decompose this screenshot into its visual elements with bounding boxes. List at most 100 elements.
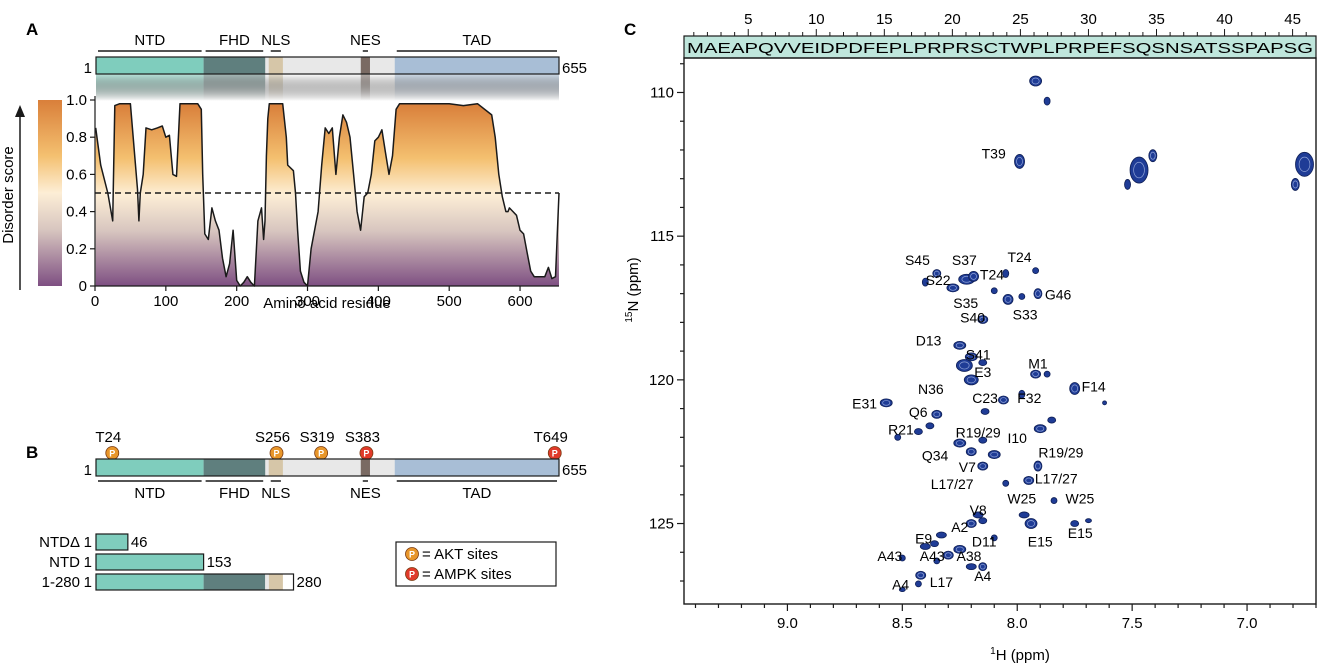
peak-contour-outer <box>963 374 979 386</box>
hsqc-peak <box>1029 75 1043 87</box>
seq-tick-label: 15 <box>876 11 893 28</box>
x-axis-label-c: 1H (ppm) <box>990 646 1050 664</box>
hsqc-peak <box>953 545 967 554</box>
peak-contour-inner <box>1150 151 1156 160</box>
hsqc-peak <box>1018 511 1030 519</box>
peak-contour-outer <box>1148 149 1158 163</box>
phospho-site-p: P <box>552 449 558 459</box>
peak-label: R19/29 <box>1038 444 1083 460</box>
peak-contour-outer <box>990 534 998 542</box>
protein-start-label-b: 1 <box>84 462 92 479</box>
svg-text:15N (ppm): 15N (ppm) <box>624 257 642 322</box>
domain-block-nes <box>360 57 370 74</box>
hsqc-peak <box>1033 424 1047 434</box>
hsqc-peak <box>977 461 989 471</box>
peak-contour-outer <box>1018 511 1030 519</box>
hsqc-peak <box>1030 369 1042 379</box>
hsqc-peak <box>972 511 984 519</box>
peak-contour-inner <box>955 546 964 553</box>
y-axis-label-a: Disorder score <box>0 146 17 244</box>
peak-contour-inner <box>948 285 957 291</box>
peak-contour-inner <box>1071 384 1079 393</box>
domain-label-b-ntd: NTD <box>134 485 165 502</box>
hsqc-peak <box>965 447 977 457</box>
peak-contour-outer <box>919 543 931 550</box>
x-tick-label-c: 8.5 <box>892 615 913 632</box>
sequence-ticks: 5 10 15 20 25 30 35 40 45 <box>693 11 1307 36</box>
domain-label-b-tad: TAD <box>462 485 491 502</box>
colorbar-arrowhead <box>15 105 25 117</box>
peak-contour-inner <box>979 463 987 469</box>
peak-label: N36 <box>918 381 944 397</box>
peak-label: G46 <box>1045 286 1072 302</box>
peak-contour-inner <box>1036 425 1045 432</box>
peak-label: V7 <box>959 459 976 475</box>
peak-contour-inner <box>1031 77 1040 85</box>
hsqc-peak <box>1085 518 1092 524</box>
peak-label: R19/29 <box>956 424 1001 440</box>
peak-contour-outer <box>977 461 989 471</box>
x-tick-label-a: 100 <box>153 293 178 310</box>
peak-label: A4 <box>892 577 909 593</box>
peak-contour-outer <box>1124 179 1131 190</box>
svg-text:1H (ppm): 1H (ppm) <box>990 646 1050 664</box>
construct-start: 1 <box>84 554 92 571</box>
peak-label: W25 <box>1007 490 1036 506</box>
domain-label-nes: NES <box>350 32 381 49</box>
domain-block-nes <box>360 459 370 476</box>
peak-contour-outer <box>932 269 942 278</box>
construct-end: 280 <box>297 574 322 591</box>
hsqc-peak <box>946 283 960 293</box>
phospho-site-p: P <box>363 449 369 459</box>
protein-end-label-b: 655 <box>562 462 587 479</box>
peak-contour-outer <box>1032 267 1040 275</box>
peak-label: A4 <box>974 568 991 584</box>
x-tick-label-a: 300 <box>295 293 320 310</box>
x-tick-label-c: 9.0 <box>777 615 798 632</box>
seq-tick-label: 20 <box>944 11 961 28</box>
peak-contour-inner <box>1025 477 1033 484</box>
construct-end: 153 <box>207 554 232 571</box>
y-axis-label-c-main: N (ppm) <box>625 257 642 311</box>
peak-contour-outer <box>942 550 954 560</box>
hsqc-peak <box>942 550 954 560</box>
domain-block-fhd <box>203 459 266 476</box>
x-tick-label-a: 500 <box>437 293 462 310</box>
hsqc-peaks <box>879 75 1314 593</box>
y-tick-label-a: 0.4 <box>66 204 87 221</box>
peak-contour-outer <box>1069 382 1081 395</box>
hsqc-peak <box>1069 382 1081 395</box>
peak-contour-outer <box>953 340 967 350</box>
peak-label: I10 <box>1008 430 1028 446</box>
peak-contour-outer <box>1129 156 1149 184</box>
hsqc-peak <box>915 570 927 580</box>
peak-contour-outer <box>987 450 1001 459</box>
construct-outline <box>95 553 205 571</box>
peak-contour-outer <box>968 270 979 282</box>
seq-tick-label: 45 <box>1284 11 1301 28</box>
peak-contour-outer <box>915 580 922 588</box>
x-tick-label-c: 8.0 <box>1007 615 1028 632</box>
peak-contour-inner <box>970 273 977 280</box>
peak-contour-outer <box>1033 424 1047 434</box>
peak-contour-outer <box>915 570 927 580</box>
hsqc-peak <box>919 543 931 550</box>
hsqc-peak <box>1043 370 1051 378</box>
domain-label-b-fhd: FHD <box>219 485 250 502</box>
peak-contour-inner <box>1016 156 1023 167</box>
peak-contour-inner <box>967 520 975 527</box>
hsqc-peak <box>1018 389 1026 399</box>
hsqc-peak <box>935 531 947 539</box>
phospho-sites: T24 P S256 P S319 P S383 P T649 P <box>95 429 568 460</box>
disorder-line <box>94 102 560 287</box>
site-label-t24: T24 <box>95 429 121 446</box>
peak-contour-outer <box>955 359 973 372</box>
hsqc-peak <box>1002 269 1010 278</box>
peak-contour-inner <box>944 552 952 558</box>
x-ticks-c: 9.0 8.5 8.0 7.5 7.0 <box>694 604 1317 632</box>
hsqc-peak <box>964 352 978 362</box>
peak-contour-inner <box>1035 462 1041 470</box>
hsqc-peak <box>1033 288 1043 300</box>
peak-contour-outer <box>965 447 977 457</box>
